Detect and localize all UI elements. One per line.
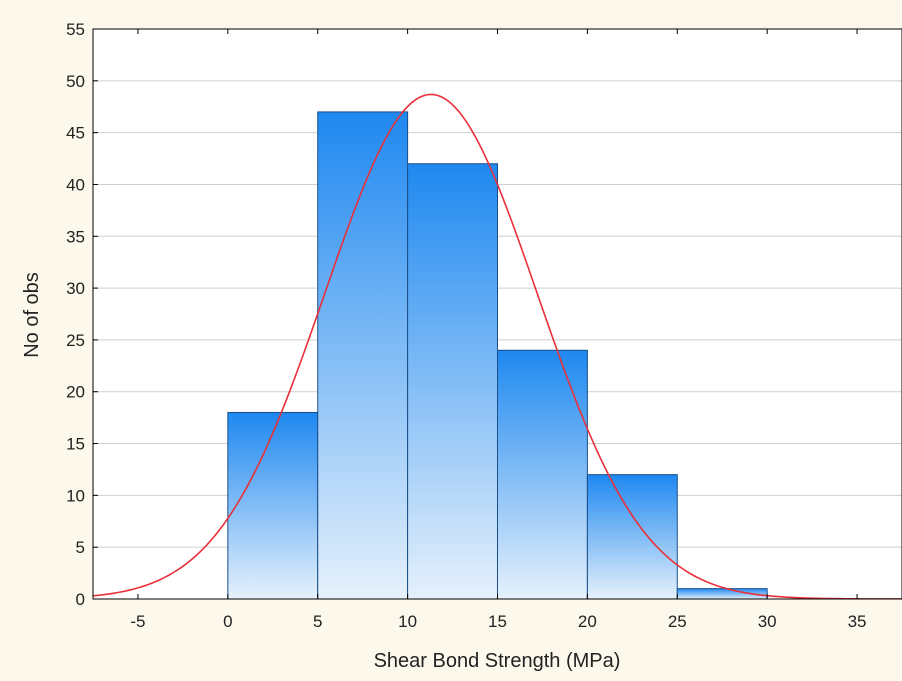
x-tick-label: -5 — [130, 612, 145, 631]
y-tick-label: 40 — [66, 175, 85, 194]
y-tick-label: 30 — [66, 279, 85, 298]
x-tick-label: 5 — [313, 612, 322, 631]
histogram-bar — [497, 349, 588, 600]
y-tick-label: 5 — [76, 538, 85, 557]
y-tick-label: 0 — [76, 590, 85, 609]
x-axis-title: Shear Bond Strength (MPa) — [374, 650, 621, 672]
histogram-bar — [586, 474, 678, 600]
histogram-bar — [407, 163, 498, 600]
y-tick-label: 35 — [66, 227, 85, 246]
y-tick-label: 20 — [66, 383, 85, 402]
histogram-bar — [227, 411, 319, 600]
histogram-bars — [227, 111, 768, 600]
y-tick-label: 50 — [66, 72, 85, 91]
y-tick-label: 15 — [66, 435, 85, 454]
x-tick-label: 10 — [398, 612, 417, 631]
x-tick-label: 25 — [668, 612, 687, 631]
y-tick-label: 25 — [66, 331, 85, 350]
x-tick-label: 35 — [848, 612, 867, 631]
y-axis: 0 5 10 15 20 25 30 35 40 45 50 55 — [66, 20, 98, 609]
x-tick-label: 15 — [488, 612, 507, 631]
y-tick-label: 45 — [66, 124, 85, 143]
y-tick-label: 55 — [66, 20, 85, 39]
y-axis-title: No of obs — [21, 272, 43, 358]
y-tick-label: 10 — [66, 486, 85, 505]
x-tick-label: 0 — [223, 612, 232, 631]
x-tick-label: 30 — [758, 612, 777, 631]
histogram-bar — [317, 111, 409, 600]
x-tick-label: 20 — [578, 612, 597, 631]
x-axis: -5 0 5 10 15 20 25 30 35 — [130, 29, 867, 631]
